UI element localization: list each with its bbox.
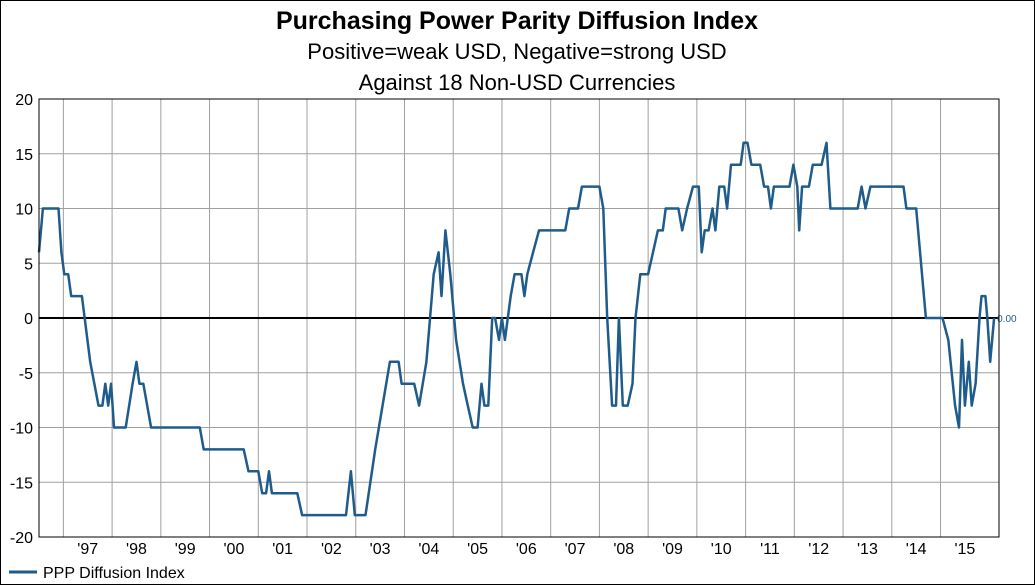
y-tick-label: 0 xyxy=(24,311,33,328)
x-tick-label: '11 xyxy=(760,541,780,558)
x-tick-label: '06 xyxy=(516,541,537,558)
y-tick-label: -20 xyxy=(10,530,33,547)
x-tick-label: '00 xyxy=(223,541,244,558)
x-tick-label: '08 xyxy=(613,541,634,558)
x-tick-label: '14 xyxy=(906,541,927,558)
chart-title: Purchasing Power Parity Diffusion Index xyxy=(276,7,758,35)
x-tick-label: '03 xyxy=(370,541,391,558)
x-tick-label: '02 xyxy=(321,541,342,558)
x-tick-label: '09 xyxy=(662,541,683,558)
x-tick-label: '04 xyxy=(418,541,439,558)
y-tick-label: -15 xyxy=(10,475,33,492)
x-axis: '97 '98 '99 '00 '01 '02 '03 '04 '05 '06 '07 '08 '09 '… xyxy=(77,541,975,558)
x-tick-label: '13 xyxy=(857,541,878,558)
y-axis: 20 15 10 5 0 -5 -10 -15 -20 xyxy=(10,92,33,547)
y-tick-label: 20 xyxy=(15,92,33,109)
legend: PPP Diffusion Index xyxy=(9,565,185,582)
plot-area-border xyxy=(38,98,1000,538)
chart-subtitle-line-2: Against 18 Non-USD Currencies xyxy=(359,70,676,95)
x-tick-label: '15 xyxy=(954,541,975,558)
x-tick-label: '07 xyxy=(565,541,586,558)
y-tick-label: -10 xyxy=(10,421,33,438)
y-tick-label: 5 xyxy=(24,256,33,273)
x-tick-label: '05 xyxy=(467,541,488,558)
legend-label: PPP Diffusion Index xyxy=(43,565,185,582)
series-line-ppp-diffusion-index xyxy=(37,141,996,517)
y-tick-label: -5 xyxy=(19,366,33,383)
y-tick-label: 10 xyxy=(15,202,33,219)
x-tick-label: '97 xyxy=(77,541,98,558)
x-tick-label: '10 xyxy=(711,541,732,558)
y-tick-label: 15 xyxy=(15,147,33,164)
x-tick-label: '01 xyxy=(272,541,293,558)
x-tick-label: '98 xyxy=(126,541,147,558)
x-tick-label: '99 xyxy=(175,541,196,558)
x-tick-label: '12 xyxy=(808,541,829,558)
chart-subtitle-line-1: Positive=weak USD, Negative=strong USD xyxy=(307,39,726,64)
end-value-label: 0.00 xyxy=(997,314,1017,325)
